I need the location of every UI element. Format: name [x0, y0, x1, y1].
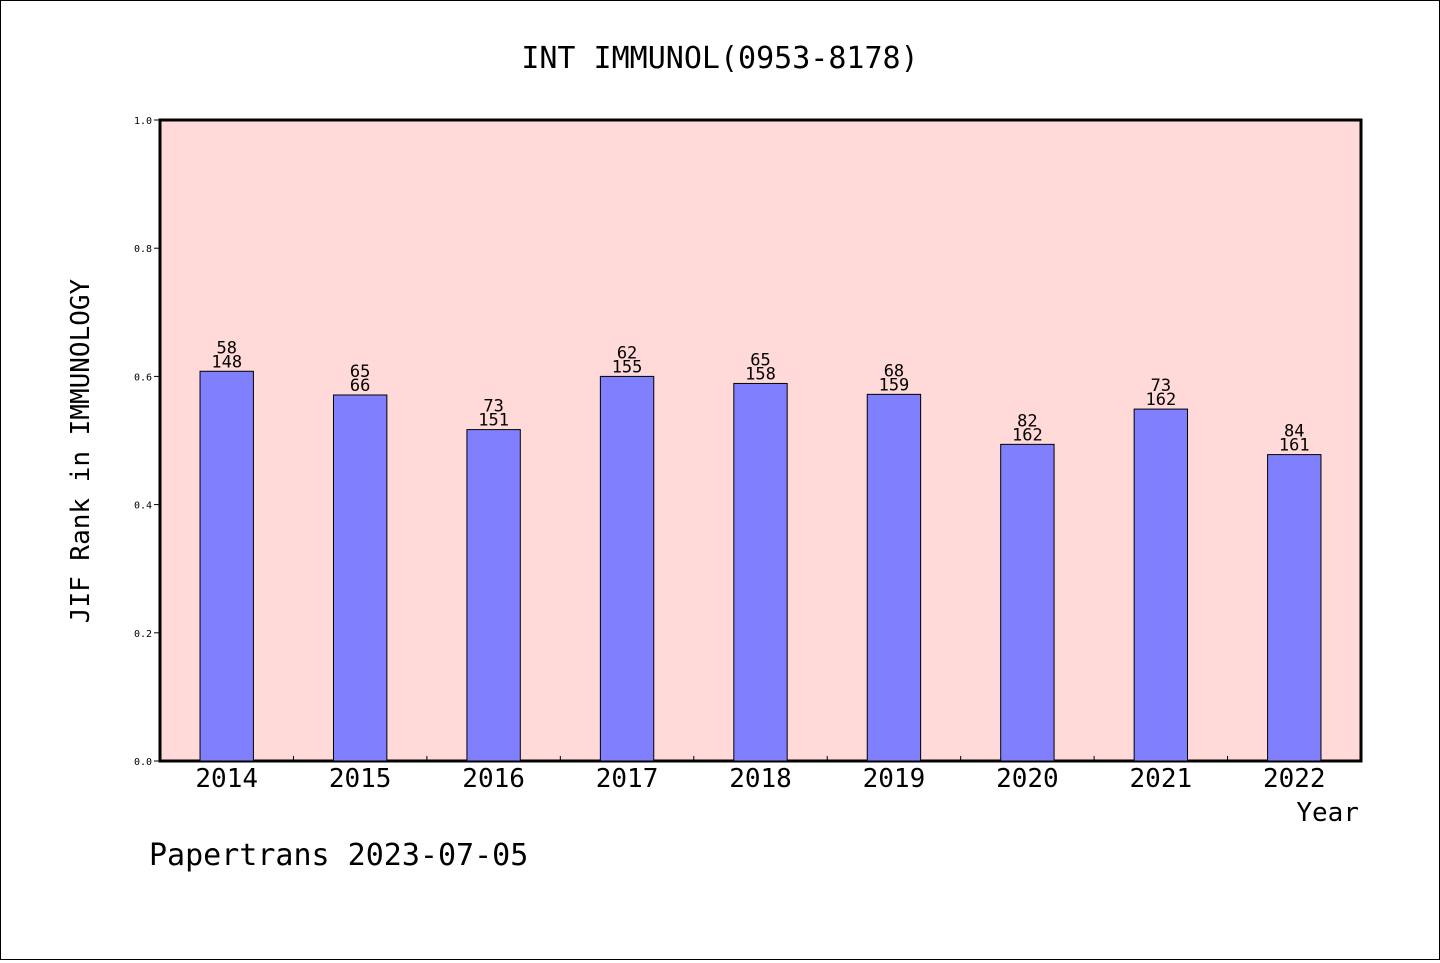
- bar-rank-label: 84: [1284, 422, 1304, 442]
- bar-2021: [1133, 408, 1189, 762]
- x-tick-label: 2018: [729, 764, 792, 794]
- bar-2014: [199, 370, 254, 762]
- chart-title: INT IMMUNOL(0953-8178): [521, 41, 918, 76]
- bar-2018: [733, 382, 788, 762]
- x-tick-label: 2017: [596, 764, 659, 794]
- bar-total-label: 162: [1145, 390, 1176, 410]
- y-tick-label: 0.4: [134, 501, 152, 512]
- bar-rank-label: 58: [216, 338, 236, 358]
- bar-total-label: 155: [612, 357, 643, 377]
- bar-rank-label: 62: [617, 343, 637, 363]
- x-axis: 2014 2015 2016 2017 2018 2019 2020 2021 2022: [195, 756, 1326, 794]
- x-tick-label: 2016: [462, 764, 525, 794]
- bar-rank-label: 73: [483, 397, 503, 417]
- y-tick-label: 0.0: [134, 757, 152, 768]
- x-axis-label: Year: [1296, 798, 1359, 828]
- y-tick-label: 0.6: [134, 372, 152, 383]
- x-tick-label: 2015: [329, 764, 392, 794]
- bars-group: [199, 370, 1322, 762]
- bar-total-label: 66: [350, 376, 370, 396]
- bar-2017: [599, 375, 655, 762]
- x-tick-label: 2019: [863, 764, 926, 794]
- y-tick-label: 0.8: [134, 244, 152, 255]
- bar-2022: [1267, 454, 1322, 762]
- bar-2015: [332, 394, 388, 762]
- y-tick-label: 1.0: [134, 116, 152, 127]
- bar-rank-label: 65: [750, 350, 770, 370]
- bar-total-label: 148: [211, 352, 242, 372]
- bar-2016: [466, 429, 521, 762]
- bar-rank-label: 73: [1151, 376, 1171, 396]
- bar-rank-label: 68: [884, 361, 904, 381]
- bar-rank-label: 65: [350, 362, 370, 382]
- x-tick-label: 2020: [996, 764, 1059, 794]
- y-tick-label: 0.2: [134, 629, 152, 640]
- bar-total-label: 162: [1012, 425, 1043, 445]
- y-axis-label: JIF Rank in IMMUNOLOGY: [66, 278, 96, 623]
- y-axis: 0.0 0.2 0.4 0.6 0.8 1.0: [134, 116, 160, 768]
- x-tick-label: 2014: [195, 764, 258, 794]
- bar-total-label: 159: [879, 375, 910, 395]
- x-tick-label: 2022: [1263, 764, 1326, 794]
- footer-text: Papertrans 2023-07-05: [149, 838, 528, 873]
- bar-2019: [866, 393, 922, 762]
- bar-rank-label: 82: [1017, 411, 1037, 431]
- bar-total-label: 151: [478, 411, 509, 431]
- bar-total-label: 158: [745, 364, 776, 384]
- x-tick-label: 2021: [1130, 764, 1193, 794]
- bar-total-label: 161: [1279, 436, 1310, 456]
- bar-2020: [1000, 443, 1055, 762]
